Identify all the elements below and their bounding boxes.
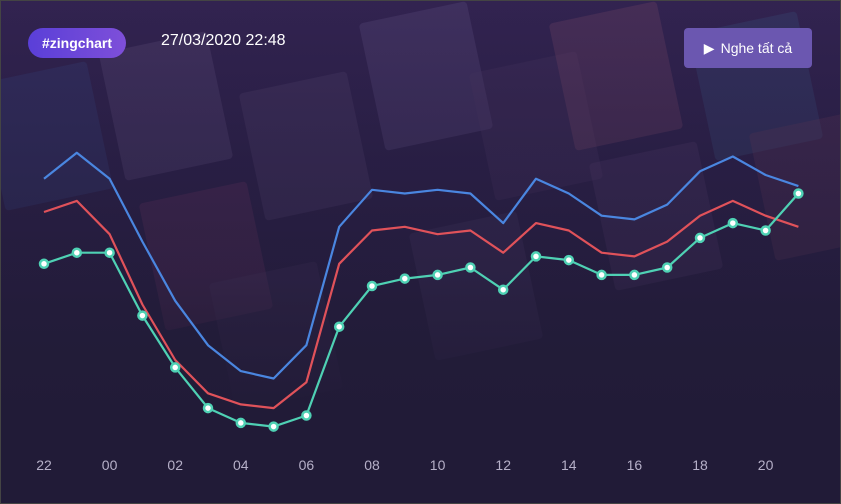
data-point[interactable] [530, 251, 542, 262]
x-tick-label: 04 [233, 457, 249, 473]
data-point[interactable] [137, 310, 148, 321]
data-point[interactable] [268, 421, 279, 432]
zingchart-tag[interactable]: #zingchart [28, 28, 127, 58]
data-point[interactable] [760, 225, 771, 236]
play-all-button[interactable]: ▶ Nghe tất cả [684, 28, 812, 68]
x-tick-label: 22 [36, 457, 52, 473]
data-point[interactable] [301, 410, 312, 421]
data-point[interactable] [694, 232, 706, 244]
data-point[interactable] [465, 262, 476, 273]
x-tick-label: 20 [758, 457, 774, 473]
chart-timestamp: 27/03/2020 22:48 [161, 32, 286, 49]
x-tick-label: 16 [627, 457, 643, 473]
data-point[interactable] [793, 188, 804, 199]
x-tick-label: 18 [692, 457, 708, 473]
play-icon: ▶ [703, 40, 715, 56]
data-point[interactable] [727, 217, 739, 229]
x-tick-label: 08 [364, 457, 380, 473]
x-tick-label: 14 [561, 457, 577, 473]
data-point[interactable] [71, 247, 83, 258]
data-point[interactable] [497, 284, 509, 295]
data-point[interactable] [169, 362, 181, 373]
play-all-label: Nghe tất cả [720, 40, 793, 56]
data-point[interactable] [38, 258, 50, 270]
data-point[interactable] [366, 280, 378, 292]
data-point[interactable] [563, 254, 575, 266]
x-tick-label: 02 [167, 457, 183, 473]
data-point[interactable] [333, 321, 345, 332]
x-tick-label: 10 [430, 457, 446, 473]
series-line-3 [43, 192, 800, 428]
data-point[interactable] [596, 269, 607, 281]
data-point[interactable] [661, 262, 673, 273]
data-point[interactable] [235, 417, 247, 429]
x-tick-label: 00 [102, 457, 118, 473]
series-line-2 [43, 199, 799, 410]
data-point[interactable] [629, 269, 640, 281]
data-point[interactable] [104, 247, 115, 258]
x-tick-label: 06 [299, 457, 315, 473]
series-line-1 [43, 151, 799, 380]
data-point[interactable] [399, 273, 411, 284]
x-tick-label: 12 [495, 457, 511, 473]
data-point[interactable] [432, 269, 443, 281]
data-point[interactable] [202, 402, 214, 414]
